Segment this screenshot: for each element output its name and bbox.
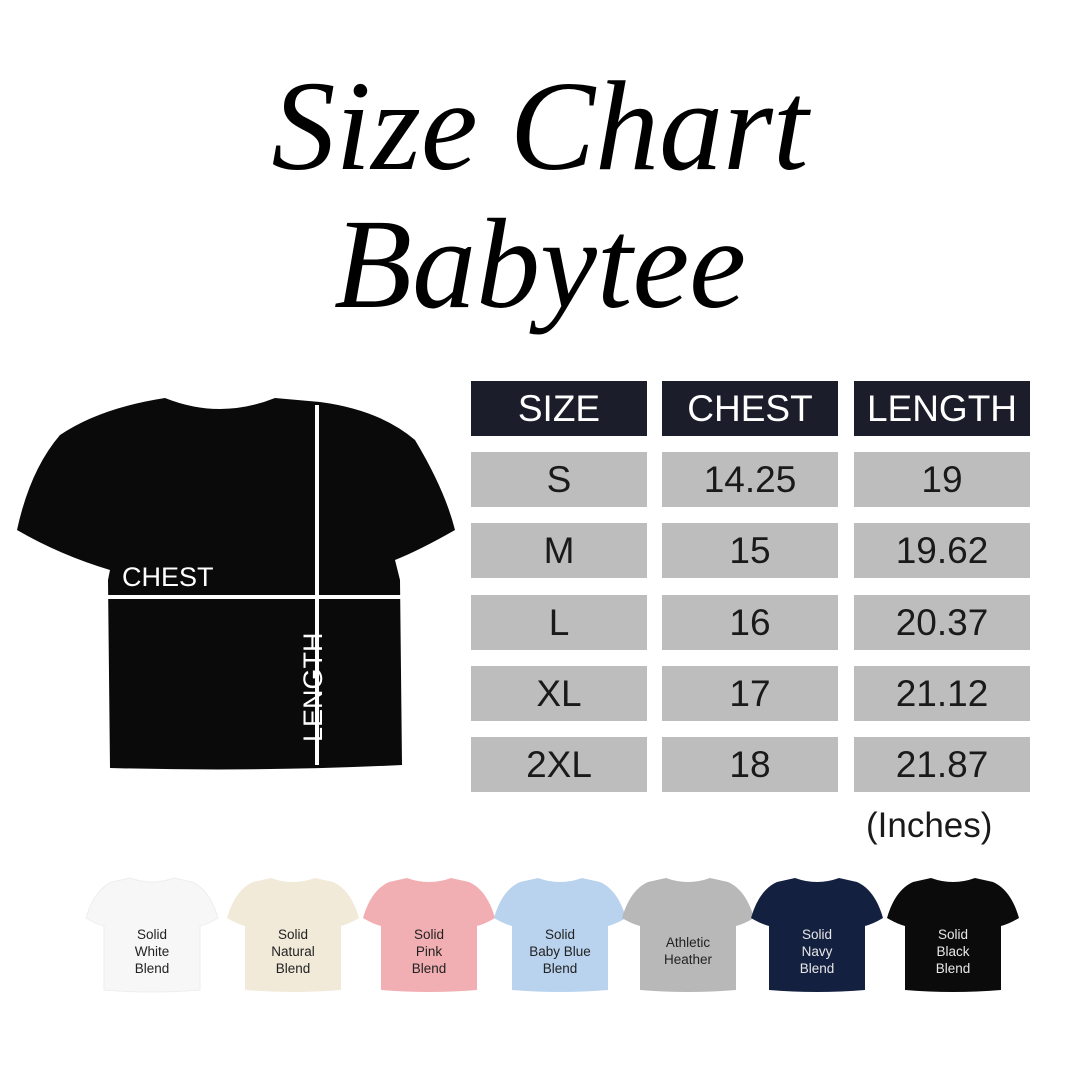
color-name-line: Blend [275, 961, 311, 976]
color-name: Solid Baby Blue Blend [490, 926, 630, 977]
shirt-icon [85, 877, 219, 993]
table-cell: 14.25 [662, 452, 838, 507]
table-cell: 19.62 [854, 523, 1030, 578]
table-cell: 18 [662, 737, 838, 792]
table-cell: 17 [662, 666, 838, 721]
table-cell: XL [471, 666, 647, 721]
chest-label: CHEST [122, 562, 214, 592]
color-swatch: Solid Navy Blend [747, 874, 887, 996]
table-cell: M [471, 523, 647, 578]
table-cell: S [471, 452, 647, 507]
color-name-line: Solid [277, 927, 309, 942]
shirt-icon [751, 878, 883, 992]
color-name: Solid Black Blend [883, 926, 1023, 977]
color-name-line: Solid [413, 927, 445, 942]
title-line-1: Size Chart [271, 55, 809, 197]
table-cell: 19 [854, 452, 1030, 507]
color-name-line: Blend [134, 961, 170, 976]
header-chest: CHEST [662, 381, 838, 436]
color-name-line: Solid [937, 927, 969, 942]
color-name-line: Athletic [665, 935, 711, 950]
color-name-line: Baby Blue [529, 944, 591, 959]
length-label: LENGTH [298, 632, 328, 742]
color-swatch: Solid Black Blend [883, 874, 1023, 996]
color-name-line: Pink [415, 944, 443, 959]
shirt-diagram: CHEST LENGTH [0, 380, 470, 785]
table-cell: 15 [662, 523, 838, 578]
color-name: Solid Navy Blend [747, 926, 887, 977]
color-name-line: White [134, 944, 170, 959]
table-cell: 2XL [471, 737, 647, 792]
color-swatch: Athletic Heather [618, 874, 758, 996]
table-cell: 21.12 [854, 666, 1030, 721]
color-name-line: Blend [542, 961, 578, 976]
table-cell: 20.37 [854, 595, 1030, 650]
color-swatch: Solid White Blend [82, 874, 222, 996]
color-name: Solid Pink Blend [359, 926, 499, 977]
color-name: Solid Natural Blend [223, 926, 363, 977]
table-cell: L [471, 595, 647, 650]
color-name: Athletic Heather [618, 934, 758, 968]
shirt-shape [17, 398, 455, 770]
color-name-line: Solid [801, 927, 833, 942]
color-swatch: Solid Pink Blend [359, 874, 499, 996]
color-name-line: Blend [799, 961, 835, 976]
color-name-line: Black [936, 944, 970, 959]
header-length: LENGTH [854, 381, 1030, 436]
color-swatch: Solid Baby Blue Blend [490, 874, 630, 996]
color-name-line: Heather [663, 952, 713, 967]
table-cell: 21.87 [854, 737, 1030, 792]
color-name-line: Natural [271, 944, 315, 959]
shirt-icon [363, 878, 495, 992]
unit-label: (Inches) [866, 806, 993, 845]
color-name-line: Blend [935, 961, 971, 976]
color-name-line: Blend [411, 961, 447, 976]
color-name-line: Navy [801, 944, 833, 959]
header-size: SIZE [471, 381, 647, 436]
shirt-icon [622, 878, 754, 992]
title-line-2: Babytee [333, 193, 747, 335]
shirt-icon [227, 878, 359, 992]
color-name: Solid White Blend [82, 926, 222, 977]
color-name-line: Solid [544, 927, 576, 942]
color-swatch: Solid Natural Blend [223, 874, 363, 996]
shirt-icon [887, 878, 1019, 992]
shirt-icon [494, 878, 626, 992]
table-cell: 16 [662, 595, 838, 650]
color-name-line: Solid [136, 927, 168, 942]
